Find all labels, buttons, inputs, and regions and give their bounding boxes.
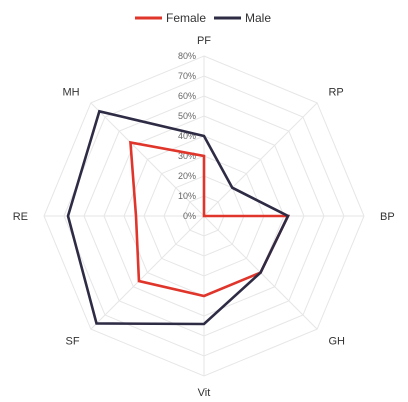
legend-label-female: Female (166, 11, 206, 25)
legend-label-male: Male (245, 11, 271, 25)
radial-tick-label: 20% (178, 171, 196, 181)
axis-label-vit: Vit (198, 387, 211, 399)
axis-label-sf: SF (65, 335, 79, 347)
radial-tick-label: 30% (178, 151, 196, 161)
axis-label-bp: BP (380, 211, 395, 223)
radial-tick-label: 60% (178, 91, 196, 101)
series-polygon-male (66, 109, 290, 326)
radar-series (66, 109, 291, 326)
radial-tick-label: 50% (178, 111, 196, 121)
axis-label-re: RE (13, 211, 28, 223)
radial-tick-label: 80% (178, 51, 196, 61)
radial-tick-label: 0% (183, 211, 196, 221)
axis-label-gh: GH (328, 335, 345, 347)
series-polygon-female (129, 140, 291, 298)
grid-spoke (90, 215, 205, 330)
legend: Female Male (135, 11, 271, 25)
grid-spoke (90, 102, 205, 217)
radial-tick-label: 40% (178, 131, 196, 141)
grid-spoke (203, 102, 318, 217)
radial-tick-label: 70% (178, 71, 196, 81)
axis-label-mh: MH (62, 87, 79, 99)
axis-label-rp: RP (328, 87, 343, 99)
category-axis-labels: PF RP BP GH Vit SF RE MH (13, 35, 395, 399)
radial-tick-labels: 0% 10% 20% 30% 40% 50% 60% 70% 80% (178, 51, 196, 221)
radial-tick-label: 10% (178, 191, 196, 201)
axis-label-pf: PF (197, 35, 211, 47)
